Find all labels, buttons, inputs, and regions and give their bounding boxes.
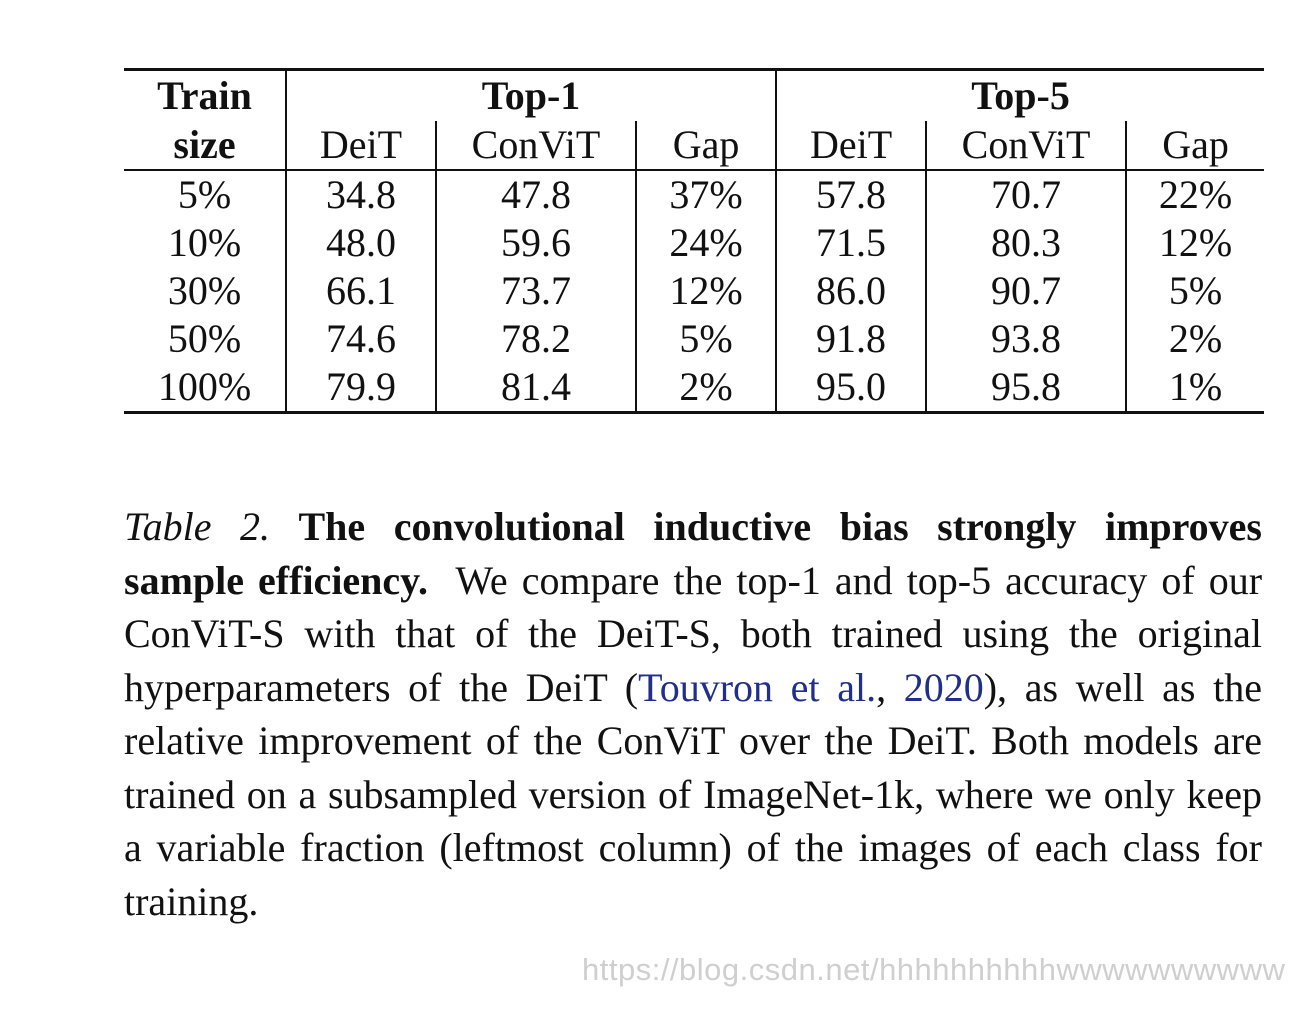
header-top1-convit: ConViT xyxy=(435,121,636,169)
cell-top5-convit: 95.8 xyxy=(925,363,1126,411)
cell-top1-gap: 37% xyxy=(635,171,776,219)
table-header-rule xyxy=(124,169,1264,171)
cell-top5-convit: 90.7 xyxy=(925,267,1126,315)
cell-top5-deit: 57.8 xyxy=(775,171,926,219)
header-group-top1: Top-1 xyxy=(284,71,777,121)
cell-top5-convit: 70.7 xyxy=(925,171,1126,219)
header-row-2: size DeiT ConViT Gap DeiT ConViT Gap xyxy=(124,121,1265,169)
cell-top5-gap: 12% xyxy=(1125,219,1264,267)
cell-train-size: 5% xyxy=(177,172,232,217)
header-top5-deit: DeiT xyxy=(775,121,927,169)
cell-top1-gap: 5% xyxy=(635,315,776,363)
header-top1-gap: Gap xyxy=(634,121,777,169)
table-top-rule xyxy=(124,68,1264,71)
results-table-body: 5% 34.8 47.8 37% 57.8 70.7 22% 10% 48.0 … xyxy=(124,171,1264,411)
header-row-1: Train Top-1 Top-5 xyxy=(124,71,1265,121)
cell-train-size: 50% xyxy=(167,316,242,361)
table-row: 10% 48.0 59.6 24% 71.5 80.3 12% xyxy=(124,219,1264,267)
cell-top5-gap: 22% xyxy=(1125,171,1264,219)
cell-top5-deit: 86.0 xyxy=(775,267,926,315)
cell-top1-deit: 34.8 xyxy=(285,171,436,219)
caption-label: Table 2. xyxy=(124,504,270,549)
cell-top5-convit: 93.8 xyxy=(925,315,1126,363)
cell-top1-gap: 24% xyxy=(635,219,776,267)
cell-top1-convit: 47.8 xyxy=(435,171,636,219)
cell-top1-deit: 74.6 xyxy=(285,315,436,363)
cell-train-size: 10% xyxy=(167,220,242,265)
cell-top5-gap: 5% xyxy=(1125,267,1264,315)
cell-top1-convit: 81.4 xyxy=(435,363,636,411)
cell-top5-deit: 71.5 xyxy=(775,219,926,267)
citation-year-link[interactable]: 2020 xyxy=(903,664,984,710)
cell-top1-convit: 73.7 xyxy=(435,267,636,315)
citation-authors-link[interactable]: Touvron et al. xyxy=(638,664,877,710)
cell-top1-convit: 78.2 xyxy=(435,315,636,363)
cell-top1-gap: 12% xyxy=(635,267,776,315)
results-table: Train Top-1 Top-5 size DeiT ConViT Gap D… xyxy=(124,71,1265,169)
table-caption: Table 2. The convolutional inductive bia… xyxy=(124,500,1262,928)
caption-body-part1: We compare the top-1 and top-5 accuracy … xyxy=(124,557,1263,710)
cell-top5-gap: 2% xyxy=(1125,315,1264,363)
cell-top1-deit: 79.9 xyxy=(285,363,436,411)
cell-top1-convit: 59.6 xyxy=(435,219,636,267)
cell-top5-convit: 80.3 xyxy=(925,219,1126,267)
table-row: 50% 74.6 78.2 5% 91.8 93.8 2% xyxy=(124,315,1264,363)
header-top5-gap: Gap xyxy=(1125,121,1265,169)
cell-top1-deit: 66.1 xyxy=(285,267,436,315)
header-group-top5: Top-5 xyxy=(775,71,1265,121)
header-top1-deit: DeiT xyxy=(285,121,436,169)
cell-top5-deit: 91.8 xyxy=(775,315,926,363)
table-row: 30% 66.1 73.7 12% 86.0 90.7 5% xyxy=(124,267,1264,315)
caption-body-part2: ), as well as the relative improvement o… xyxy=(124,664,1263,924)
table-row: 5% 34.8 47.8 37% 57.8 70.7 22% xyxy=(124,171,1264,219)
cell-top5-gap: 1% xyxy=(1125,363,1264,411)
table-bottom-rule xyxy=(124,411,1264,414)
caption-title: The convolutional inductive bias strongl… xyxy=(124,504,1262,603)
header-top5-convit: ConViT xyxy=(925,121,1127,169)
results-table-container: Train Top-1 Top-5 size DeiT ConViT Gap D… xyxy=(124,68,1265,414)
citation-separator: , xyxy=(876,664,904,710)
cell-train-size: 30% xyxy=(167,268,242,313)
header-train-size-line1: Train xyxy=(157,73,252,118)
cell-top5-deit: 95.0 xyxy=(775,363,926,411)
watermark: https://blog.csdn.net/hhhhhhhhhhwwwwwwww… xyxy=(582,952,1286,987)
cell-train-size: 100% xyxy=(157,364,252,409)
cell-top1-deit: 48.0 xyxy=(285,219,436,267)
header-train-size-line2: size xyxy=(173,122,236,167)
cell-top1-gap: 2% xyxy=(635,363,776,411)
table-row: 100% 79.9 81.4 2% 95.0 95.8 1% xyxy=(124,363,1264,411)
